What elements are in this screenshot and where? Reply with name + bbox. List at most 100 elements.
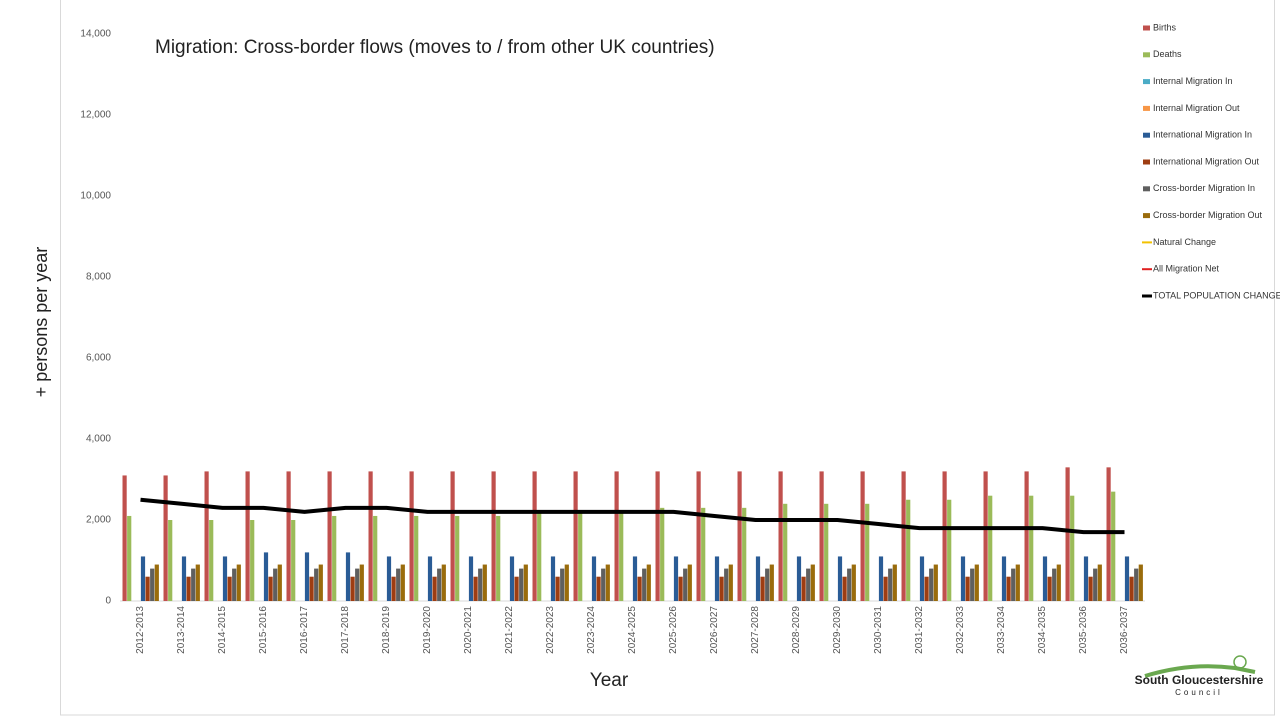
bar <box>970 568 975 601</box>
bar <box>432 576 437 601</box>
bar <box>919 556 925 601</box>
x-tick-label: 2024-2025 <box>627 606 638 654</box>
bar <box>632 556 638 601</box>
bar <box>359 564 364 601</box>
y-tick-label: 2,000 <box>86 515 111 526</box>
x-tick-label: 2035-2036 <box>1078 606 1089 654</box>
legend-swatch <box>1143 213 1150 219</box>
bar <box>564 564 569 601</box>
bar <box>888 568 893 601</box>
bar <box>1024 471 1029 601</box>
bar <box>309 576 314 601</box>
bar <box>122 475 127 601</box>
bar <box>1052 568 1057 601</box>
bar <box>355 568 360 601</box>
bar <box>268 576 273 601</box>
bar <box>591 556 597 601</box>
bar <box>1001 556 1007 601</box>
bar <box>724 568 729 601</box>
legend-swatch <box>1143 132 1150 138</box>
bar <box>760 576 765 601</box>
bar <box>245 471 250 601</box>
legend-swatch <box>1143 186 1150 192</box>
bar <box>318 564 323 601</box>
bar <box>605 564 610 601</box>
bar <box>1093 568 1098 601</box>
legend-label: Births <box>1153 22 1177 32</box>
x-tick-label: 2012-2013 <box>135 606 146 654</box>
x-tick-label: 2036-2037 <box>1119 606 1130 654</box>
x-tick-label: 2013-2014 <box>176 606 187 654</box>
y-axis-label: + persons per year <box>31 247 51 398</box>
bar <box>906 499 911 601</box>
bar <box>947 499 952 601</box>
x-tick-label: 2023-2024 <box>586 606 597 654</box>
x-tick-label: 2022-2023 <box>545 606 556 654</box>
logo-text: South Gloucestershire <box>1135 673 1264 687</box>
bar <box>491 471 496 601</box>
legend-swatch <box>1143 79 1150 85</box>
bar <box>532 471 537 601</box>
bar <box>236 564 241 601</box>
bar <box>1111 491 1116 601</box>
bar <box>482 564 487 601</box>
bar <box>427 556 433 601</box>
logo: South Gloucestershire Council <box>1135 655 1264 697</box>
bar <box>755 556 761 601</box>
bar <box>728 564 733 601</box>
bar <box>847 568 852 601</box>
bar <box>273 568 278 601</box>
bar <box>1056 564 1061 601</box>
bar <box>150 568 155 601</box>
bar <box>450 471 455 601</box>
bar <box>1129 576 1134 601</box>
bar <box>1047 576 1052 601</box>
bar <box>783 503 788 601</box>
legend-swatch <box>1143 25 1150 31</box>
legend-label: International Migration In <box>1153 130 1252 140</box>
bar <box>596 576 601 601</box>
bar <box>1006 576 1011 601</box>
bar <box>924 576 929 601</box>
legend-swatch <box>1143 52 1150 58</box>
logo-subtext: Council <box>1175 688 1223 697</box>
bar <box>140 556 146 601</box>
bar <box>696 471 701 601</box>
bar <box>277 564 282 601</box>
y-tick-label: 6,000 <box>86 353 111 364</box>
bar <box>878 556 884 601</box>
bar <box>478 568 483 601</box>
bar <box>637 576 642 601</box>
bar <box>983 471 988 601</box>
bar <box>974 564 979 601</box>
bar <box>154 564 159 601</box>
y-tick-label: 8,000 <box>86 272 111 283</box>
x-tick-label: 2020-2021 <box>463 606 474 654</box>
legend-label: All Migration Net <box>1153 264 1220 274</box>
legend-label: Internal Migration In <box>1153 76 1233 86</box>
bar <box>933 564 938 601</box>
bar <box>1070 495 1075 601</box>
bar <box>819 471 824 601</box>
bar <box>222 556 228 601</box>
bar <box>1029 495 1034 601</box>
bar <box>578 511 583 601</box>
bar <box>409 471 414 601</box>
bar <box>437 568 442 601</box>
bar <box>601 568 606 601</box>
bar <box>942 471 947 601</box>
bar <box>473 576 478 601</box>
bar <box>263 552 269 601</box>
bar <box>1083 556 1089 601</box>
bar <box>1106 467 1111 601</box>
bar <box>883 576 888 601</box>
x-tick-label: 2026-2027 <box>709 606 720 654</box>
y-tick-label: 4,000 <box>86 434 111 445</box>
legend-label: Cross-border Migration Out <box>1153 210 1263 220</box>
bar <box>988 495 993 601</box>
bar <box>806 568 811 601</box>
bar <box>837 556 843 601</box>
bar <box>660 507 665 601</box>
x-tick-label: 2031-2032 <box>914 606 925 654</box>
